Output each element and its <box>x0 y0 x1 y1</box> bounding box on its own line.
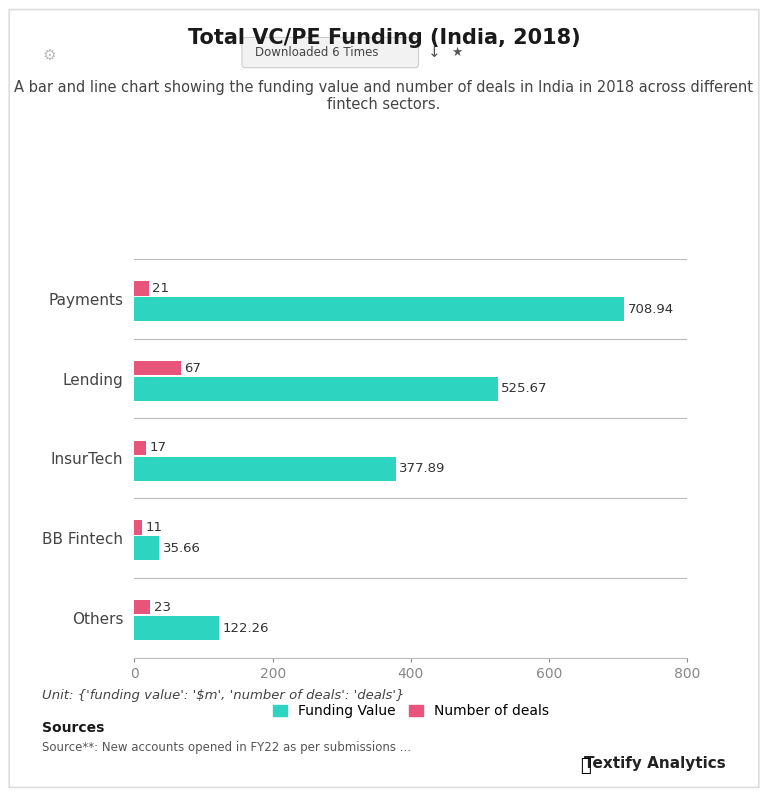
Text: 17: 17 <box>150 442 167 454</box>
Bar <box>134 536 159 560</box>
Text: 377.89: 377.89 <box>399 462 445 475</box>
Bar <box>134 520 142 535</box>
Text: 122.26: 122.26 <box>223 622 269 634</box>
Text: 708.94: 708.94 <box>628 303 674 316</box>
Text: 525.67: 525.67 <box>502 383 548 395</box>
Bar <box>134 297 624 321</box>
Text: 21: 21 <box>152 282 170 295</box>
Legend: Funding Value, Number of deals: Funding Value, Number of deals <box>273 705 549 718</box>
Text: 67: 67 <box>184 362 201 375</box>
Bar <box>134 441 146 455</box>
Text: 11: 11 <box>145 521 163 534</box>
Text: Unit: {'funding value': '$m', 'number of deals': 'deals'}: Unit: {'funding value': '$m', 'number of… <box>42 689 405 702</box>
Text: Downloaded 6 Times: Downloaded 6 Times <box>255 46 379 59</box>
Text: ↓: ↓ <box>428 45 440 60</box>
Text: 🤖: 🤖 <box>580 756 591 775</box>
Text: 23: 23 <box>154 601 170 614</box>
Text: Sources: Sources <box>42 721 104 736</box>
Text: ⚙: ⚙ <box>42 48 56 63</box>
Text: Total VC/PE Funding (India, 2018): Total VC/PE Funding (India, 2018) <box>187 28 581 48</box>
Text: A bar and line chart showing the funding value and number of deals in India in 2: A bar and line chart showing the funding… <box>15 80 753 112</box>
Bar <box>134 361 180 375</box>
Bar <box>134 377 498 401</box>
Text: 35.66: 35.66 <box>163 542 200 555</box>
Bar <box>134 457 396 481</box>
Bar <box>134 600 151 614</box>
Text: Source**: New accounts opened in FY22 as per submissions ...: Source**: New accounts opened in FY22 as… <box>42 741 411 754</box>
Bar <box>134 281 149 296</box>
Text: ★: ★ <box>452 46 462 59</box>
Bar <box>134 616 219 640</box>
Text: Textify Analytics: Textify Analytics <box>584 756 726 771</box>
